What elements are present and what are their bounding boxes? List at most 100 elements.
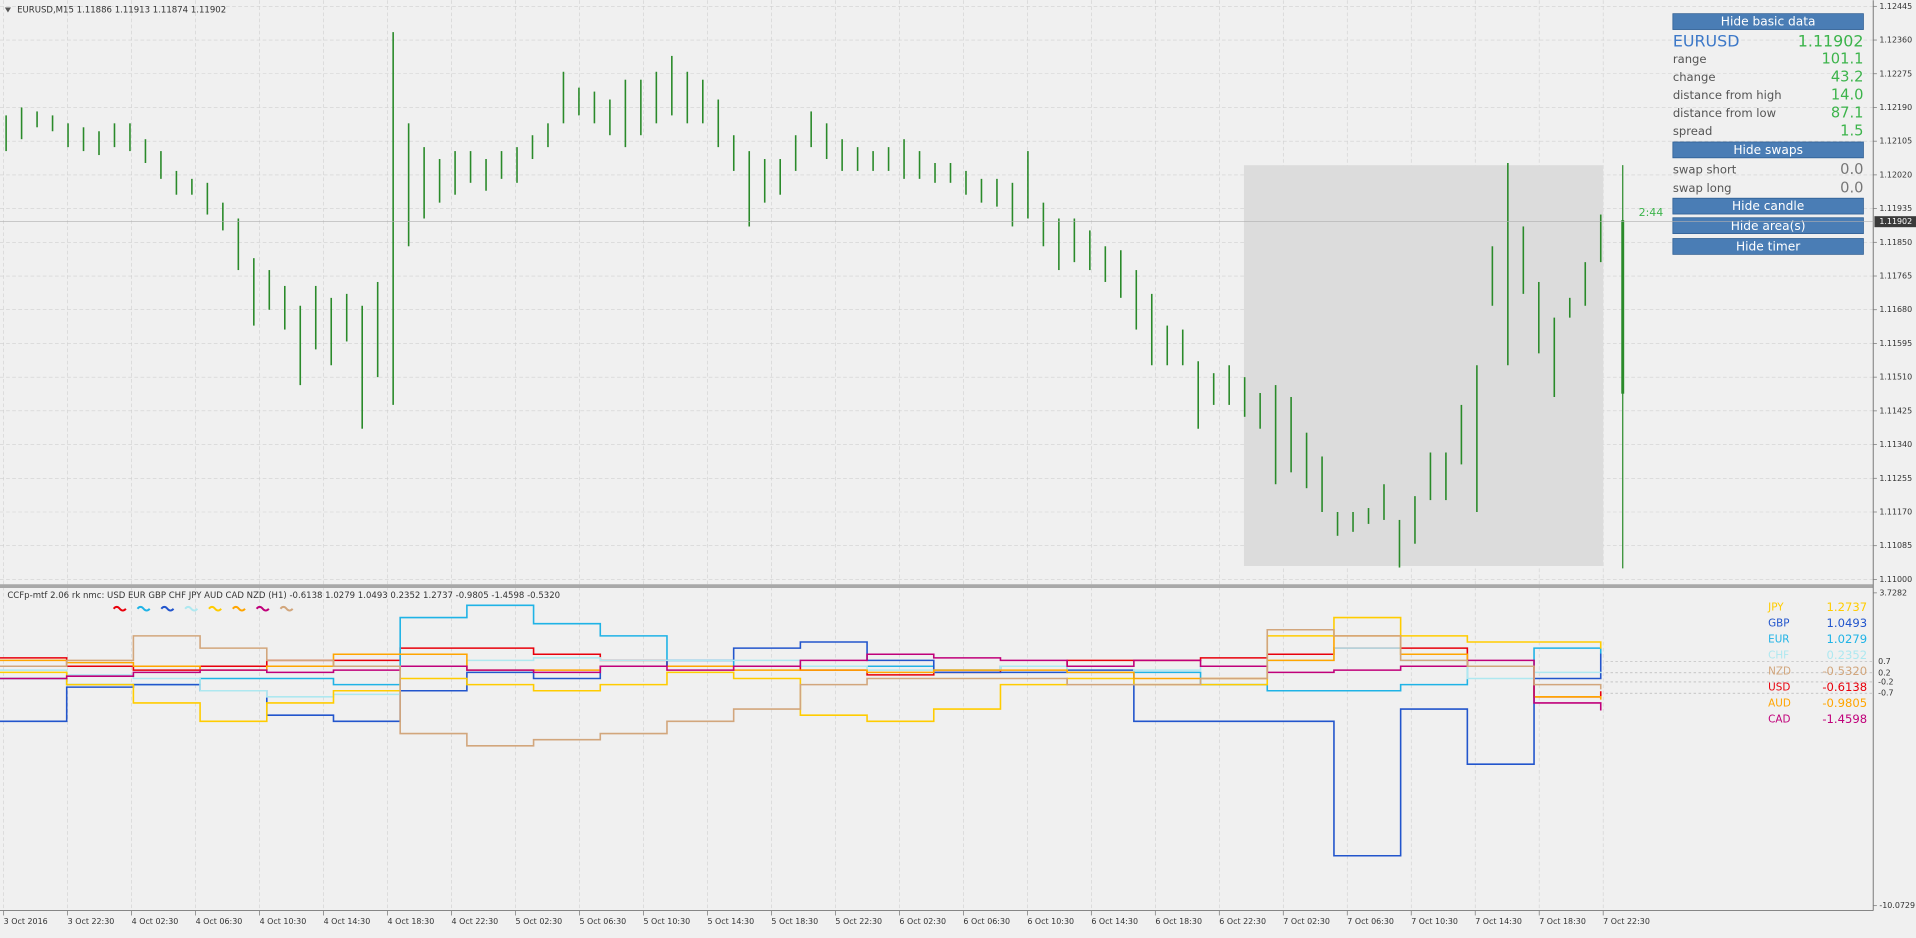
x-tick-label: 5 Oct 06:30 <box>579 917 626 926</box>
level-label: 0.2 <box>1878 668 1891 677</box>
y-tick-label: 1.11850 <box>1879 238 1912 247</box>
y-tick-label: 1.11000 <box>1879 575 1912 584</box>
x-tick-label: 6 Oct 22:30 <box>1219 917 1266 926</box>
symbol-price: 1.11902 <box>1798 31 1864 50</box>
legend-name: JPY <box>1767 602 1784 614</box>
info-value: 1.5 <box>1840 122 1863 139</box>
level-label: -0.7 <box>1878 689 1894 698</box>
panel-button-label[interactable]: Hide candle <box>1732 199 1804 213</box>
legend-name: AUD <box>1768 698 1791 710</box>
y-tick-label: 1.11595 <box>1879 339 1912 348</box>
price-bars <box>5 32 1602 568</box>
x-tick-label: 7 Oct 14:30 <box>1475 917 1522 926</box>
x-tick-label: 4 Oct 02:30 <box>132 917 179 926</box>
legend-name: GBP <box>1768 618 1789 630</box>
x-tick-label: 3 Oct 22:30 <box>68 917 115 926</box>
info-value: 14.0 <box>1831 86 1864 103</box>
chart-header: EURUSD,M15 1.11886 1.11913 1.11874 1.119… <box>17 5 226 15</box>
info-value: 87.1 <box>1831 104 1864 121</box>
swap-value: 0.0 <box>1840 161 1863 178</box>
x-tick-label: 7 Oct 18:30 <box>1539 917 1586 926</box>
y-tick-label: 1.12190 <box>1879 103 1912 112</box>
x-tick-label: 3 Oct 2016 <box>4 917 48 926</box>
x-tick-label: 6 Oct 10:30 <box>1027 917 1074 926</box>
x-tick-label: 6 Oct 06:30 <box>963 917 1010 926</box>
menu-arrow[interactable] <box>4 7 11 13</box>
x-tick-label: 7 Oct 10:30 <box>1411 917 1458 926</box>
level-label: -0.2 <box>1878 677 1894 686</box>
x-tick-label: 7 Oct 06:30 <box>1347 917 1394 926</box>
info-value: 101.1 <box>1821 50 1863 67</box>
currency-line <box>0 653 1602 711</box>
legend-swatch <box>279 605 294 612</box>
swap-label: swap long <box>1673 181 1732 195</box>
legend-name: EUR <box>1768 634 1789 646</box>
legend-value: 0.2352 <box>1827 648 1868 662</box>
info-label: distance from high <box>1673 88 1782 102</box>
indicator-header: CCFp-mtf 2.06 rk nmc: USD EUR GBP CHF JP… <box>7 591 560 601</box>
legend-swatch <box>160 605 175 612</box>
info-label: distance from low <box>1673 106 1776 120</box>
x-tick-label: 4 Oct 06:30 <box>196 917 243 926</box>
y-tick-label: 1.12105 <box>1879 137 1912 146</box>
x-tick-label: 5 Oct 22:30 <box>835 917 882 926</box>
y-tick-label: 1.12360 <box>1879 36 1912 45</box>
legend-name: NZD <box>1768 666 1791 678</box>
legend-swatch <box>184 605 199 612</box>
legend-value: -1.4598 <box>1822 712 1867 726</box>
x-tick-label: 6 Oct 18:30 <box>1155 917 1202 926</box>
info-label: spread <box>1673 124 1713 138</box>
y-tick-label: 1.11510 <box>1879 373 1912 382</box>
x-tick-label: 5 Oct 14:30 <box>707 917 754 926</box>
info-label: change <box>1673 70 1716 84</box>
x-tick-label: 7 Oct 22:30 <box>1603 917 1650 926</box>
x-tick-label: 6 Oct 02:30 <box>899 917 946 926</box>
x-tick-label: 7 Oct 02:30 <box>1283 917 1330 926</box>
y-tick-label: 1.11425 <box>1879 406 1912 415</box>
y-tick-label: 1.11935 <box>1879 204 1912 213</box>
legend-name: CAD <box>1768 714 1790 726</box>
symbol: EURUSD <box>1673 31 1740 50</box>
swap-value: 0.0 <box>1840 179 1863 196</box>
info-value: 43.2 <box>1831 68 1864 85</box>
x-tick-label: 5 Oct 18:30 <box>771 917 818 926</box>
y-tick-label: 1.11170 <box>1879 507 1912 516</box>
current-price-box <box>1874 216 1916 228</box>
legend-value: -0.6138 <box>1822 680 1867 694</box>
panel-button-label[interactable]: Hide basic data <box>1721 15 1816 29</box>
panel-button[interactable] <box>1672 238 1864 255</box>
legend-swatch <box>255 605 270 612</box>
legend-value: -0.5320 <box>1822 664 1867 678</box>
legend-swatch <box>208 605 222 612</box>
legend-value: 1.0493 <box>1827 616 1868 630</box>
panel-button[interactable] <box>1672 197 1864 215</box>
x-tick-label: 5 Oct 10:30 <box>643 917 690 926</box>
y-tick-label: 1.11340 <box>1879 440 1912 449</box>
legend-value: -0.9805 <box>1822 696 1867 710</box>
y-tick-label: 1.11680 <box>1879 305 1912 314</box>
panel-button[interactable] <box>1672 13 1864 30</box>
panel-button-label[interactable]: Hide swaps <box>1733 143 1803 157</box>
currency-line <box>0 628 1602 747</box>
current-candle-body <box>1621 220 1625 394</box>
level-label: 0.7 <box>1878 657 1891 666</box>
x-tick-label: 4 Oct 14:30 <box>324 917 371 926</box>
y-tick-label: 3.7282 <box>1879 588 1907 597</box>
indicator-window: 3.7282 -10.0729 0.7 0.2-0.2 -0.7 JPY 1.2737 GBP… <box>0 588 1915 910</box>
y-tick-label: 1.12445 <box>1879 2 1912 11</box>
legend-value: 1.2737 <box>1827 600 1868 614</box>
legend-swatch <box>232 605 246 612</box>
y-tick-label: 1.12020 <box>1879 170 1912 179</box>
highlight-area <box>1243 165 1604 566</box>
legend-name: USD <box>1768 682 1790 694</box>
panel-button-label[interactable]: Hide area(s) <box>1731 219 1806 233</box>
panel-button[interactable] <box>1672 141 1864 159</box>
current-price-label: 1.11902 <box>1879 217 1912 226</box>
panel-button-label[interactable]: Hide timer <box>1736 240 1801 254</box>
x-tick-label: 4 Oct 10:30 <box>260 917 307 926</box>
y-tick-label: 1.11085 <box>1879 541 1912 550</box>
x-tick-label: 4 Oct 18:30 <box>388 917 435 926</box>
